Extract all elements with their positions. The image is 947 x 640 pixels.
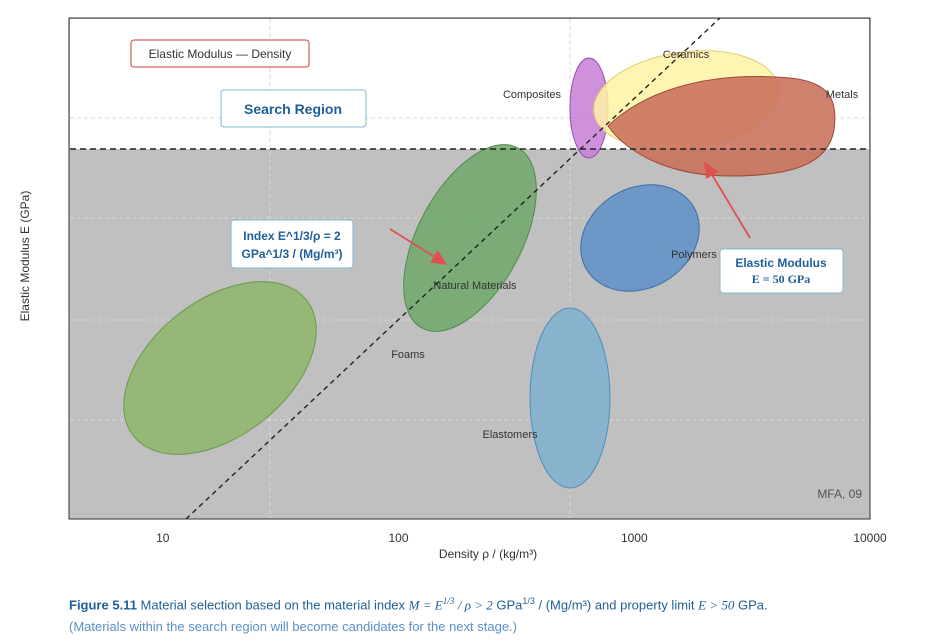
natural-materials-bubble xyxy=(403,144,537,332)
caption-line-2: (Materials within the search region will… xyxy=(69,619,517,635)
y-axis-title: Elastic Modulus E (GPa) xyxy=(18,191,32,322)
caption-formula: M = E xyxy=(408,597,443,613)
index-arrow xyxy=(389,228,448,265)
x-tick-label: 10 xyxy=(156,531,170,545)
metals-bubble xyxy=(607,75,836,177)
index-label-line1: Index E^1/3/ρ = 2 xyxy=(243,229,341,243)
search-region-box: Search Region xyxy=(220,89,367,128)
caption-limit: E > 50 xyxy=(698,597,735,613)
figure-number: Figure 5.11 xyxy=(69,597,137,613)
caption-text: Material selection based on the material… xyxy=(140,597,406,613)
search-region-label: Search Region xyxy=(244,101,342,117)
caption-line-1: Figure 5.11 Material selection based on … xyxy=(69,590,929,616)
caption-unit-c: GPa. xyxy=(738,597,768,613)
limit-callout: Elastic Modulus E = 50 GPa xyxy=(719,248,844,294)
index-callout: Index E^1/3/ρ = 2 GPa^1/3 / (Mg/m³) xyxy=(230,219,354,269)
plot-border xyxy=(68,17,871,520)
caption-formula-exp: 1/3 xyxy=(442,596,455,606)
material-labels: Composites Ceramics Metals Polymers Natu… xyxy=(391,49,859,441)
x-tick-label: 10000 xyxy=(853,531,887,545)
watermark: MFA, 09 xyxy=(817,487,862,501)
material-label: Foams xyxy=(391,349,425,361)
caption-formula-b: / ρ > 2 xyxy=(457,597,493,613)
material-label: Natural Materials xyxy=(433,280,517,292)
chart-svg: Composites Ceramics Metals Polymers Natu… xyxy=(18,17,887,561)
x-tick-label: 1000 xyxy=(621,531,648,545)
chart-title-box: Elastic Modulus — Density xyxy=(130,39,310,68)
material-label: Metals xyxy=(826,89,859,101)
elastomers-bubble xyxy=(529,307,611,489)
material-bubbles xyxy=(123,50,836,489)
caption-unit: GPa xyxy=(496,597,523,613)
x-axis-title: Density ρ / (kg/m³) xyxy=(439,547,537,561)
material-label: Elastomers xyxy=(482,429,538,441)
index-label-line2: GPa^1/3 / (Mg/m³) xyxy=(241,247,342,261)
material-label: Composites xyxy=(503,89,562,101)
material-label: Polymers xyxy=(671,249,717,261)
limit-arrow xyxy=(704,161,751,239)
material-label: Ceramics xyxy=(663,49,710,61)
figure-caption: Figure 5.11 Material selection based on … xyxy=(69,590,929,638)
limit-label-line2: E = 50 GPa xyxy=(752,272,811,286)
x-tick-label: 100 xyxy=(388,531,408,545)
chart-title: Elastic Modulus — Density xyxy=(149,47,292,61)
limit-label-line1: Elastic Modulus xyxy=(735,256,827,270)
caption-unit-b: / (Mg/m³) and property limit xyxy=(538,597,695,613)
foams-bubble xyxy=(123,281,317,455)
x-tick-labels: 10 100 1000 10000 xyxy=(156,531,887,545)
polymers-bubble xyxy=(580,184,700,292)
caption-unit-exp: 1/3 xyxy=(522,596,535,606)
